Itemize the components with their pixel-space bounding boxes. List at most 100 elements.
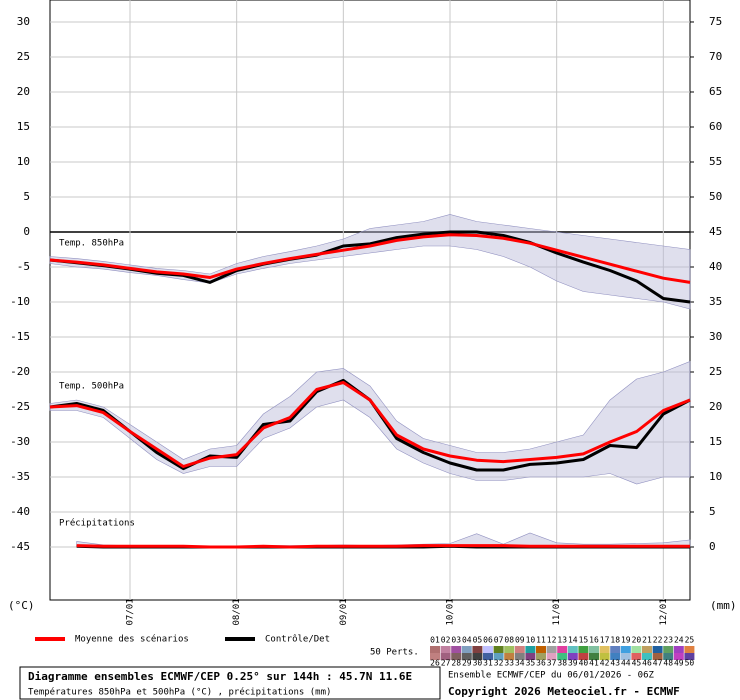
chart-subtitle: Températures 850hPa et 500hPa (°C) , pré…	[28, 687, 331, 698]
perturbation-label: 36	[536, 659, 546, 668]
y2-tick-label: 50	[709, 190, 722, 203]
perturbation-label: 11	[536, 636, 546, 645]
perturbation-swatch	[610, 653, 621, 660]
y2-tick-label: 30	[709, 330, 722, 343]
perturbation-swatch	[461, 653, 472, 660]
perturbation-label: 07	[494, 636, 504, 645]
y-tick-label: -25	[10, 400, 30, 413]
perturbation-swatch	[430, 646, 440, 653]
perturbation-swatch	[536, 653, 546, 660]
perturbation-swatch	[599, 646, 610, 653]
y-tick-label: -10	[10, 295, 30, 308]
perturbation-label: 02	[441, 636, 451, 645]
perturbation-swatch	[684, 653, 695, 660]
y-tick-label: -5	[17, 260, 30, 273]
y2-tick-label: 45	[709, 225, 722, 238]
perturbation-label: 16	[589, 636, 599, 645]
chart-title: Diagramme ensembles ECMWF/CEP 0.25° sur …	[28, 670, 412, 683]
perturbation-label: 37	[547, 659, 557, 668]
y-tick-label: -15	[10, 330, 30, 343]
perturbation-label: 39	[568, 659, 578, 668]
title-box	[19, 666, 441, 700]
perturbation-swatch	[440, 646, 451, 653]
y2-tick-label: 25	[709, 365, 722, 378]
y2-tick-label: 0	[709, 540, 716, 553]
perturbation-label: 38	[557, 659, 567, 668]
perturbation-swatch	[642, 646, 652, 653]
y-tick-label: -40	[10, 505, 30, 518]
perturbation-label: 48	[663, 659, 673, 668]
perturbation-swatch	[620, 653, 631, 660]
perturbation-swatch	[631, 653, 642, 660]
perturbation-swatch	[504, 646, 515, 653]
perturbation-label: 23	[663, 636, 673, 645]
plot-frame	[49, 0, 691, 601]
perturbation-swatch	[472, 653, 483, 660]
x-tick-label: 10/01	[446, 598, 456, 625]
perturbation-label: 30	[473, 659, 483, 668]
perturbation-label: 09	[515, 636, 525, 645]
perturbation-swatch	[599, 653, 610, 660]
perturbation-label: 03	[451, 636, 461, 645]
perturbation-label: 17	[600, 636, 610, 645]
perturbation-label: 42	[600, 659, 610, 668]
perturbation-label: 44	[621, 659, 631, 668]
y2-tick-label: 70	[709, 50, 722, 63]
legend-label: Contrôle/Det	[265, 634, 330, 645]
ensemble-range	[49, 214, 691, 310]
perturbation-label: 08	[504, 636, 514, 645]
perturbation-swatch	[440, 653, 451, 660]
perturbation-swatch	[610, 646, 621, 653]
perturbation-label: 29	[462, 659, 472, 668]
legend-label: Moyenne des scénarios	[75, 634, 189, 645]
perturbation-swatch	[578, 646, 589, 653]
perturbation-swatch	[652, 653, 663, 660]
perturbation-swatch	[451, 653, 462, 660]
copyright: Copyright 2026 Meteociel.fr - ECMWF	[448, 685, 680, 698]
perturbation-swatch	[673, 653, 684, 660]
perturbation-label: 25	[685, 636, 695, 645]
perturbation-label: 14	[568, 636, 578, 645]
y2-tick-label: 55	[709, 155, 722, 168]
perturbation-swatch	[589, 653, 599, 660]
perturbation-label: 34	[515, 659, 525, 668]
x-tick-label: 12/01	[659, 598, 669, 625]
panel-label: Temp. 850hPa	[59, 239, 124, 249]
perturbation-swatch	[493, 646, 504, 653]
y-tick-label: 30	[17, 15, 30, 28]
perturbation-swatch	[642, 653, 652, 660]
perturbation-swatch	[557, 646, 568, 653]
panel-label: Précipitations	[59, 518, 135, 529]
perturbation-label: 12	[547, 636, 557, 645]
perturbation-swatch	[546, 653, 557, 660]
perturbation-label: 46	[642, 659, 652, 668]
perturbation-swatch	[620, 646, 631, 653]
perturbation-label: 45	[632, 659, 642, 668]
perturbation-label: 31	[483, 659, 493, 668]
y-tick-label: 25	[17, 50, 30, 63]
perturbation-swatch	[652, 646, 663, 653]
y2-tick-label: 35	[709, 295, 722, 308]
perturbation-label: 50	[685, 659, 695, 668]
x-tick-label: 09/01	[339, 598, 349, 625]
perturbation-label: 22	[653, 636, 663, 645]
perturbation-label: 18	[610, 636, 620, 645]
perturbations-label: 50 Perts.	[370, 648, 419, 658]
run-info: Ensemble ECMWF/CEP du 06/01/2026 - 06Z	[448, 671, 654, 681]
y-tick-label: 5	[23, 190, 30, 203]
perturbation-label: 33	[504, 659, 514, 668]
perturbation-label: 01	[430, 636, 440, 645]
perturbation-label: 06	[483, 636, 493, 645]
ensemble-range	[49, 361, 691, 485]
perturbation-swatch	[514, 646, 525, 653]
y-tick-label: -20	[10, 365, 30, 378]
perturbation-swatch	[483, 646, 493, 653]
perturbation-swatch	[461, 646, 472, 653]
perturbation-swatch	[663, 653, 674, 660]
perturbation-label: 32	[494, 659, 504, 668]
perturbation-swatch	[589, 646, 599, 653]
perturbation-swatch	[578, 653, 589, 660]
perturbation-swatch	[536, 646, 546, 653]
perturbation-label: 28	[451, 659, 461, 668]
